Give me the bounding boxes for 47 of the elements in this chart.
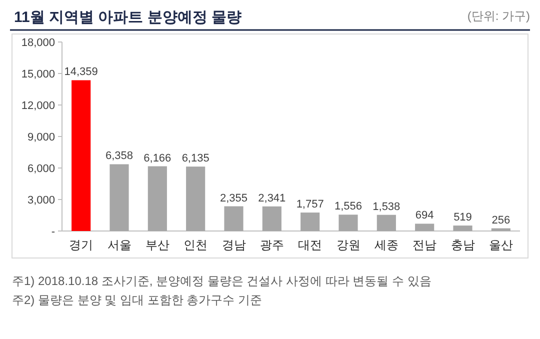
- data-label: 1,757: [296, 198, 324, 211]
- bar: [262, 206, 282, 231]
- y-tick-label: 18,000: [21, 37, 55, 49]
- bar: [110, 164, 129, 231]
- x-tick-label: 울산: [488, 238, 513, 252]
- bar: [376, 214, 396, 231]
- data-label: 519: [454, 212, 472, 224]
- bar: [72, 80, 91, 231]
- data-label: 14,359: [64, 66, 98, 78]
- data-label: 2,355: [220, 192, 248, 204]
- data-label: 1,538: [372, 200, 400, 213]
- y-tick-label: 9,000: [27, 132, 55, 144]
- y-tick-label: 3,000: [27, 194, 55, 206]
- data-label: 1,556: [334, 200, 362, 213]
- bar: [491, 228, 510, 231]
- y-tick-label: -: [51, 226, 56, 238]
- x-tick-label: 부산: [145, 238, 170, 252]
- data-label: 6,135: [182, 152, 210, 165]
- x-tick-label: 강원: [336, 238, 360, 252]
- y-tick-label: 6,000: [27, 163, 55, 175]
- x-tick-label: 충남: [450, 238, 475, 252]
- x-tick-label: 광주: [260, 238, 284, 252]
- y-tick-label: 12,000: [21, 100, 55, 112]
- data-label: 256: [492, 214, 510, 226]
- x-tick-label: 인천: [184, 238, 208, 252]
- x-tick-label: 경남: [222, 238, 246, 252]
- bar: [453, 226, 472, 231]
- bar: [186, 166, 206, 231]
- x-tick-label: 대전: [298, 238, 322, 252]
- x-tick-label: 세종: [374, 238, 398, 252]
- bar: [415, 224, 434, 231]
- x-tick-label: 전남: [412, 238, 437, 252]
- x-tick-label: 서울: [107, 238, 132, 252]
- bar: [148, 166, 167, 231]
- chart-title: 11월 지역별 아파트 분양예정 물량: [14, 9, 242, 26]
- x-tick-label: 경기: [69, 238, 94, 252]
- bar: [338, 214, 358, 231]
- text: 주1) 2018.10.18 조사기준, 분양예정 물량은 건설사 사정에 따라 변동될 수 있음: [12, 274, 432, 288]
- data-label: 2,341: [258, 192, 286, 204]
- data-label: 694: [415, 210, 434, 222]
- data-label: 6,166: [144, 152, 172, 164]
- chart-subtitle: (단위: 가구): [467, 9, 530, 23]
- bar: [300, 212, 320, 231]
- bar: [224, 206, 244, 231]
- y-tick-label: 15,000: [21, 68, 55, 80]
- data-label: 6,358: [105, 150, 134, 162]
- text: 주2) 물량은 분양 및 임대 포함한 총가구수 기준: [12, 293, 262, 307]
